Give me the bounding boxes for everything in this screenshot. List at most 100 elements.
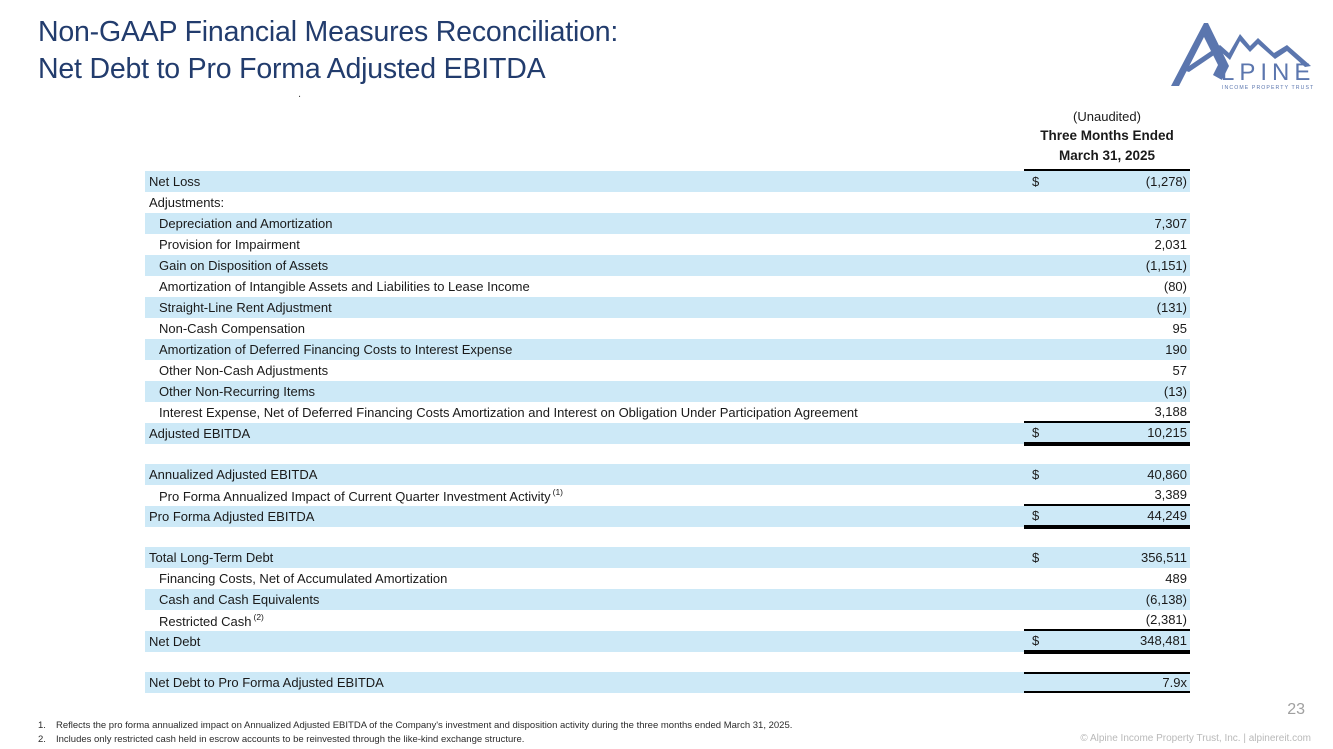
alpine-logo: LPINE INCOME PROPERTY TRUST — [1163, 18, 1315, 92]
row-value-cell: $ (1,278) — [1024, 171, 1190, 192]
row-value-cell: (1,151) — [1024, 255, 1190, 276]
row-value-cell: 57 — [1024, 360, 1190, 381]
row-value-cell: (80) — [1024, 276, 1190, 297]
row-label: Net Debt — [149, 634, 201, 649]
row-value-cell: 3,389 — [1024, 485, 1190, 506]
row-label: Other Non-Cash Adjustments — [159, 363, 329, 378]
row-value-cell: $10,215 — [1024, 423, 1190, 446]
dollar-sign: $ — [1032, 174, 1040, 189]
logo-tagline: INCOME PROPERTY TRUST — [1222, 85, 1314, 91]
row-value-cell: 190 — [1024, 339, 1190, 360]
table-row: Net Debt $348,481 — [145, 631, 1190, 654]
row-value: (13) — [1163, 384, 1187, 399]
row-value-cell: 7,307 — [1024, 213, 1190, 234]
reconciliation-table: (Unaudited) Three Months Ended March 31,… — [145, 108, 1190, 693]
row-value: 40,860 — [1147, 467, 1187, 482]
row-label: Cash and Cash Equivalents — [159, 592, 320, 607]
row-value: 3,389 — [1154, 487, 1187, 502]
dollar-sign: $ — [1032, 425, 1040, 440]
row-label: Total Long-Term Debt — [149, 550, 274, 565]
row-value-cell: 489 — [1024, 568, 1190, 589]
row-value: (2,381) — [1145, 612, 1187, 627]
period-label-line1: Three Months Ended — [1040, 128, 1174, 143]
table-row: Annualized Adjusted EBITDA $40,860 — [145, 464, 1190, 485]
reconciliation-table-body: Net Loss $ (1,278) Adjustments: Depreciation… — [145, 171, 1190, 693]
row-label: Other Non-Recurring Items — [159, 384, 316, 399]
mountain-logo-icon: LPINE INCOME PROPERTY TRUST — [1171, 23, 1315, 91]
table-row: Amortization of Intangible Assets and Li… — [145, 276, 1190, 297]
table-row: Straight-Line Rent Adjustment (131) — [145, 297, 1190, 318]
row-value-cell: (6,138) — [1024, 589, 1190, 610]
row-label: Restricted Cash (2) — [159, 612, 264, 629]
row-label: Pro Forma Adjusted EBITDA — [149, 509, 315, 524]
section-gap — [145, 444, 1190, 464]
page-number: 23 — [1287, 701, 1305, 718]
row-value-cell: $44,249 — [1024, 506, 1190, 529]
row-label: Pro Forma Annualized Impact of Current Q… — [159, 487, 563, 504]
footnote-ref: (2) — [253, 612, 264, 622]
table-row: Depreciation and Amortization 7,307 — [145, 213, 1190, 234]
table-row: Other Non-Cash Adjustments 57 — [145, 360, 1190, 381]
dollar-sign: $ — [1032, 633, 1040, 648]
table-row: Pro Forma Annualized Impact of Current Q… — [145, 485, 1190, 506]
row-label: Amortization of Intangible Assets and Li… — [159, 279, 530, 294]
row-label: Non-Cash Compensation — [159, 321, 305, 336]
row-value-cell: (13) — [1024, 381, 1190, 402]
row-label: Depreciation and Amortization — [159, 216, 333, 231]
row-label: Adjustments: — [149, 195, 225, 210]
footnotes: 1. Reflects the pro forma annualized imp… — [38, 719, 792, 746]
row-value: (131) — [1156, 300, 1187, 315]
value-column-header: (Unaudited) Three Months Ended March 31,… — [1024, 108, 1190, 171]
row-value-cell: 3,188 — [1024, 402, 1190, 423]
row-value: (1,278) — [1145, 174, 1187, 189]
row-value: (6,138) — [1145, 592, 1187, 607]
dollar-sign: $ — [1032, 508, 1040, 523]
page-title-line2: Net Debt to Pro Forma Adjusted EBITDA — [38, 53, 546, 85]
unaudited-label: (Unaudited) — [1073, 109, 1141, 124]
row-value: 348,481 — [1140, 633, 1187, 648]
table-row: Provision for Impairment 2,031 — [145, 234, 1190, 255]
row-label: Annualized Adjusted EBITDA — [149, 467, 318, 482]
row-label: Adjusted EBITDA — [149, 426, 251, 441]
page-title: Non-GAAP Financial Measures Reconciliati… — [38, 14, 618, 88]
row-value: 7.9x — [1162, 675, 1187, 690]
table-row: Net Loss $ (1,278) — [145, 171, 1190, 192]
table-row: Other Non-Recurring Items (13) — [145, 381, 1190, 402]
row-label: Straight-Line Rent Adjustment — [159, 300, 332, 315]
row-value-cell — [1024, 192, 1190, 213]
table-row: Cash and Cash Equivalents (6,138) — [145, 589, 1190, 610]
row-value: 95 — [1172, 321, 1187, 336]
table-row: Net Debt to Pro Forma Adjusted EBITDA 7.9… — [145, 672, 1190, 693]
row-label: Net Loss — [149, 174, 201, 189]
row-value: 44,249 — [1147, 508, 1187, 523]
section-gap — [145, 652, 1190, 672]
table-row: Adjusted EBITDA $10,215 — [145, 423, 1190, 446]
row-value-cell: 7.9x — [1024, 672, 1190, 693]
table-row: Amortization of Deferred Financing Costs… — [145, 339, 1190, 360]
footnote-2-text: Includes only restricted cash held in es… — [56, 733, 525, 745]
table-row: Interest Expense, Net of Deferred Financ… — [145, 402, 1190, 423]
footnote-1-text: Reflects the pro forma annualized impact… — [56, 720, 793, 731]
page-title-line1: Non-GAAP Financial Measures Reconciliati… — [38, 16, 619, 48]
row-value: 356,511 — [1140, 550, 1187, 565]
row-label: Provision for Impairment — [159, 237, 300, 252]
row-value: 190 — [1165, 342, 1187, 357]
row-label: Amortization of Deferred Financing Costs… — [159, 342, 513, 357]
stray-dot: . — [298, 88, 302, 100]
row-value-cell: (2,381) — [1024, 610, 1190, 631]
dollar-sign: $ — [1032, 467, 1040, 482]
section-gap — [145, 527, 1190, 547]
table-row: Non-Cash Compensation 95 — [145, 318, 1190, 339]
table-row: Pro Forma Adjusted EBITDA $44,249 — [145, 506, 1190, 529]
row-value-cell: $348,481 — [1024, 631, 1190, 654]
logo-wordmark: LPINE — [1221, 59, 1315, 86]
copyright-line: © Alpine Income Property Trust, Inc. | a… — [1080, 733, 1311, 744]
dollar-sign: $ — [1032, 550, 1040, 565]
row-value: 10,215 — [1147, 425, 1187, 440]
row-label: Net Debt to Pro Forma Adjusted EBITDA — [149, 675, 384, 690]
row-value: 7,307 — [1154, 216, 1187, 231]
row-value-cell: $356,511 — [1024, 547, 1190, 568]
row-value-cell: (131) — [1024, 297, 1190, 318]
row-value: 489 — [1165, 571, 1187, 586]
row-value: 2,031 — [1154, 237, 1187, 252]
